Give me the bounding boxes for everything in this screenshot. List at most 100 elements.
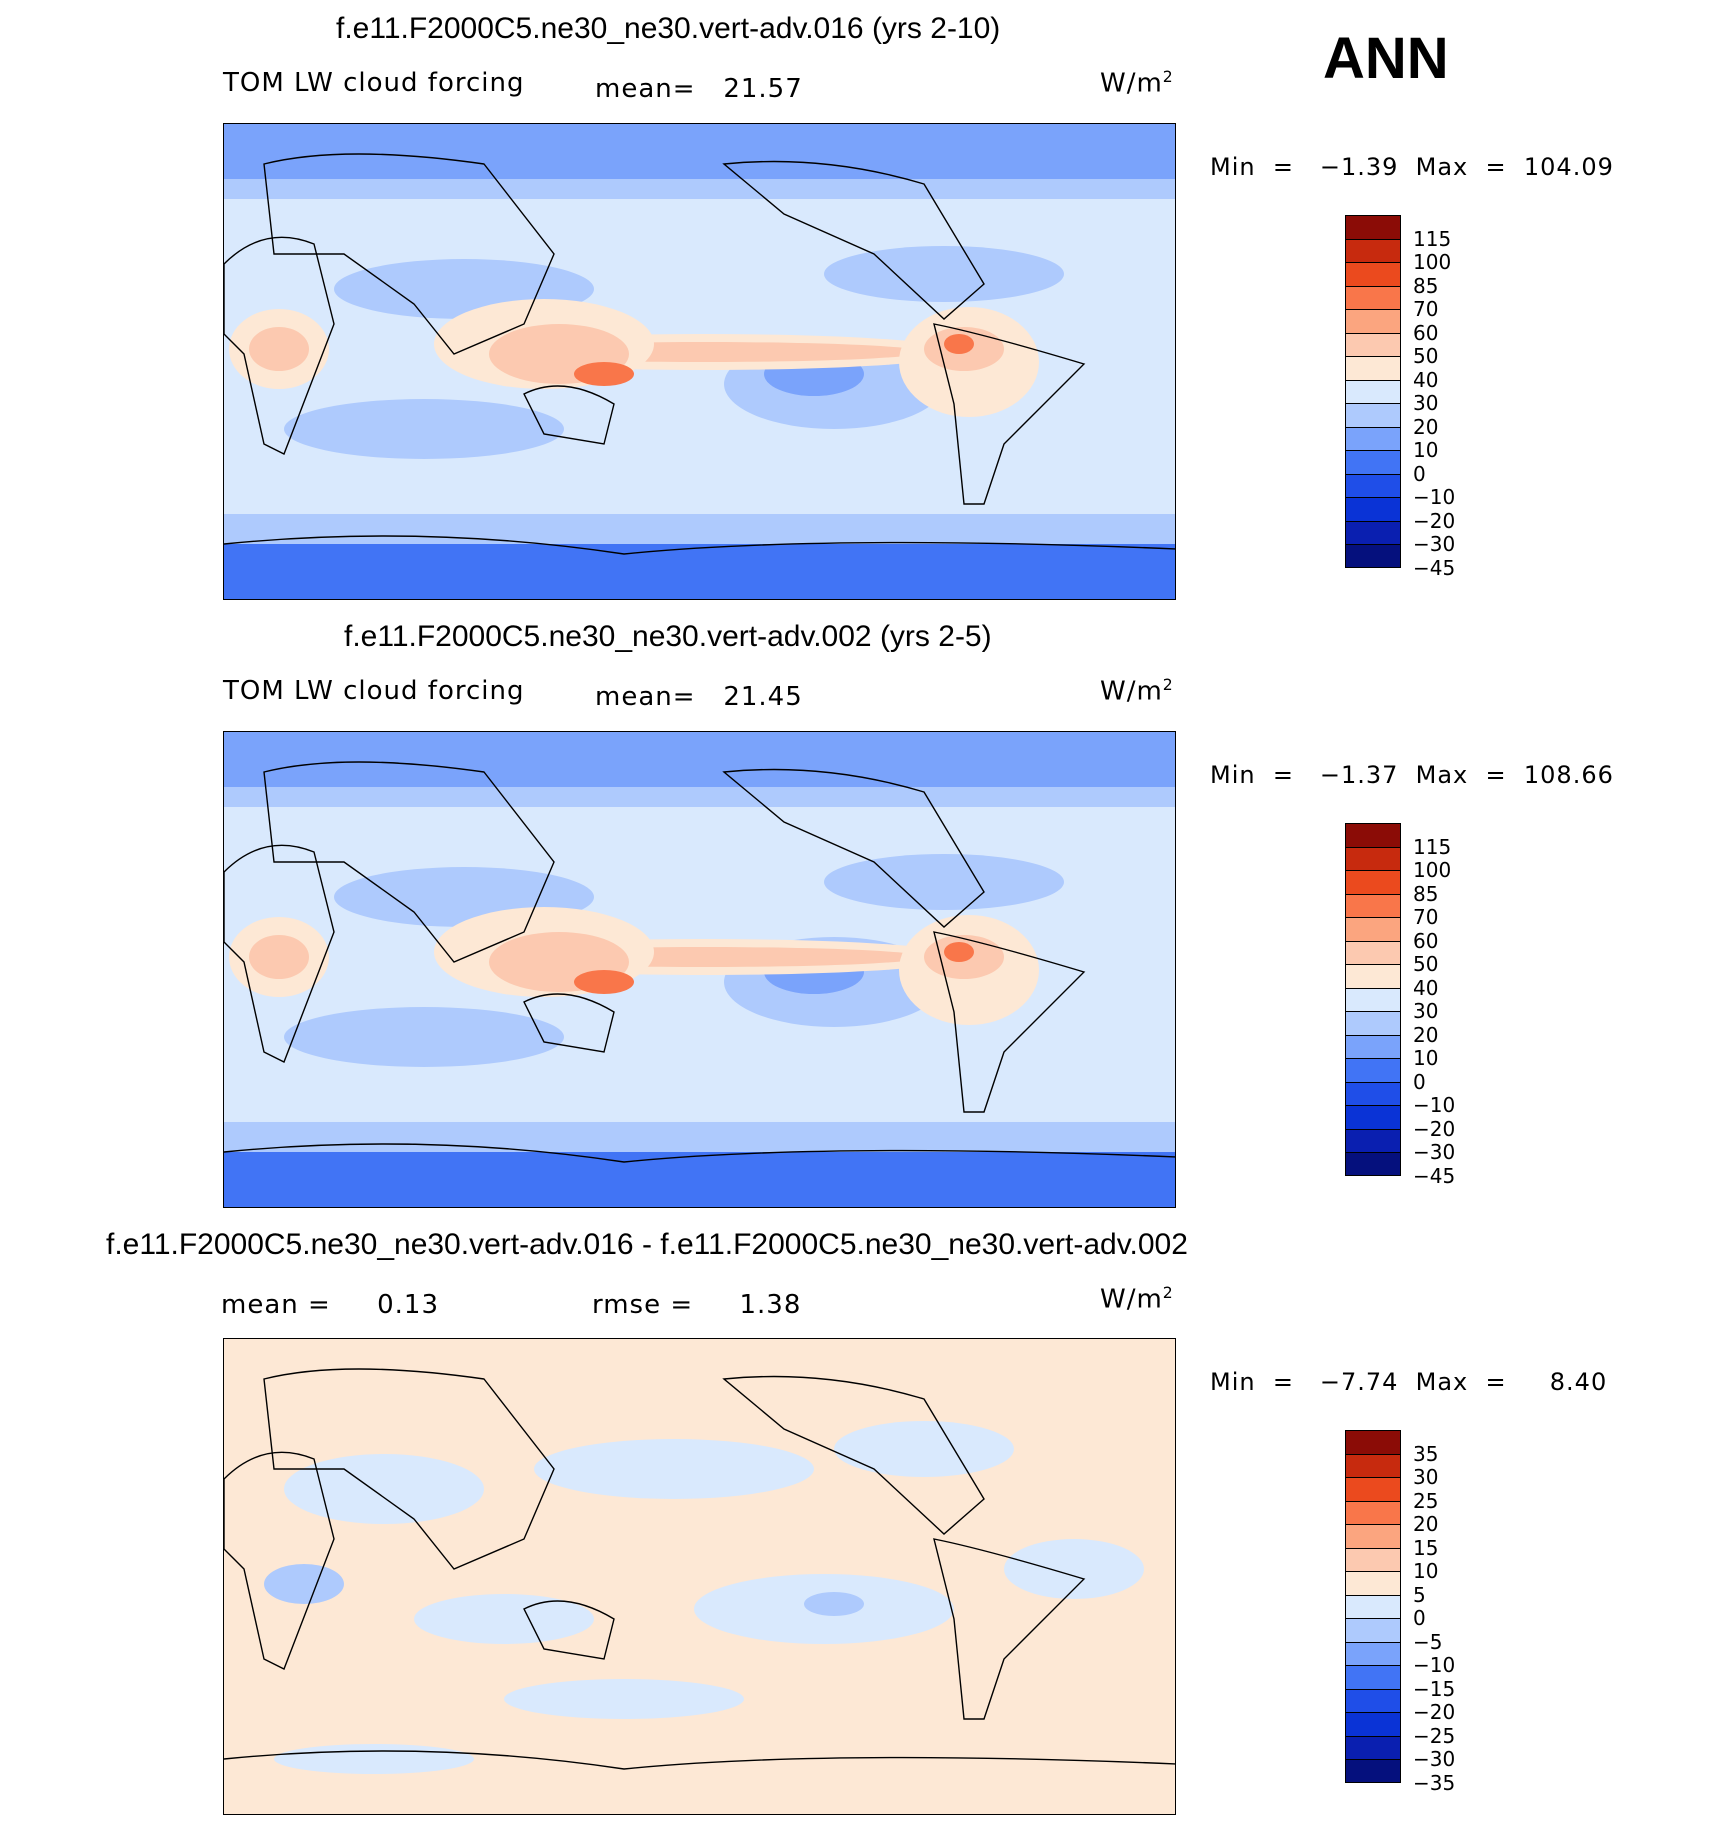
panel2-mean: mean= 21.45	[595, 682, 803, 712]
colorbar-box	[1345, 379, 1401, 403]
colorbar-label: −30	[1413, 1140, 1456, 1164]
panel3-map	[223, 1338, 1176, 1815]
colorbar-box	[1345, 1081, 1401, 1105]
colorbar-box	[1345, 497, 1401, 521]
colorbar-box	[1345, 870, 1401, 894]
panel2-map	[223, 731, 1176, 1208]
colorbar-label: −10	[1413, 485, 1456, 509]
colorbar-box	[1345, 1058, 1401, 1082]
panel3-map-canvas	[224, 1339, 1175, 1814]
colorbar-box	[1345, 309, 1401, 333]
colorbar-box	[1345, 238, 1401, 262]
colorbar-label: 40	[1413, 975, 1439, 1000]
colorbar-box	[1345, 544, 1401, 568]
colorbar-box	[1345, 473, 1401, 497]
colorbar-label: −10	[1413, 1093, 1456, 1117]
colorbar-box	[1345, 285, 1401, 309]
panel3-mean: mean = 0.13	[221, 1290, 439, 1320]
colorbar-box	[1345, 1665, 1401, 1689]
colorbar-label: −15	[1413, 1676, 1456, 1701]
panel1-title: f.e11.F2000C5.ne30_ne30.vert-adv.016 (yr…	[336, 12, 1001, 45]
panel1-variable: TOM LW cloud forcing	[223, 68, 525, 98]
colorbar-label: −45	[1413, 555, 1456, 580]
colorbar-label: 30	[1413, 391, 1439, 415]
colorbar-label: 0	[1413, 1606, 1426, 1630]
panel1-minmax: Min = −1.39 Max = 104.09	[1210, 153, 1614, 181]
colorbar-box	[1345, 964, 1401, 988]
colorbar-box	[1345, 917, 1401, 941]
colorbar-box	[1345, 846, 1401, 870]
panel2-title: f.e11.F2000C5.ne30_ne30.vert-adv.002 (yr…	[344, 620, 992, 653]
panel3-minmax: Min = −7.74 Max = 8.40	[1210, 1368, 1608, 1396]
panel1-mean: mean= 21.57	[595, 74, 803, 104]
colorbar-box	[1345, 1712, 1401, 1736]
colorbar-box	[1345, 1477, 1401, 1501]
colorbar-box	[1345, 1011, 1401, 1035]
season-label: ANN	[1323, 26, 1449, 91]
colorbar-label: 15	[1413, 1535, 1439, 1560]
colorbar-box	[1345, 1594, 1401, 1618]
colorbar-label: 10	[1413, 438, 1439, 462]
colorbar-label: 50	[1413, 344, 1439, 368]
panel1-units: W/m2	[1100, 68, 1174, 99]
colorbar-box	[1345, 1641, 1401, 1665]
colorbar-label: 40	[1413, 367, 1439, 392]
colorbar-label: 115	[1413, 226, 1452, 251]
colorbar-box	[1345, 1547, 1401, 1571]
colorbar-box	[1345, 215, 1401, 239]
colorbar-label: 70	[1413, 297, 1439, 321]
colorbar-box	[1345, 1034, 1401, 1058]
colorbar-label: −20	[1413, 1116, 1456, 1141]
colorbar-label: 115	[1413, 834, 1452, 859]
colorbar-label: −20	[1413, 1700, 1456, 1724]
colorbar-box	[1345, 1759, 1401, 1783]
colorbar-label: −30	[1413, 1747, 1456, 1771]
colorbar-box	[1345, 1453, 1401, 1477]
colorbar-box	[1345, 1105, 1401, 1129]
colorbar-label: 10	[1413, 1046, 1439, 1070]
colorbar-label: 20	[1413, 414, 1439, 439]
colorbar-label: 60	[1413, 928, 1439, 953]
colorbar-box	[1345, 1500, 1401, 1524]
colorbar-label: 85	[1413, 273, 1439, 298]
colorbar-label: 5	[1413, 1582, 1426, 1607]
colorbar-label: −45	[1413, 1163, 1456, 1188]
colorbar-label: 70	[1413, 905, 1439, 929]
colorbar-box	[1345, 403, 1401, 427]
colorbar-box	[1345, 520, 1401, 544]
panel2-minmax: Min = −1.37 Max = 108.66	[1210, 761, 1614, 789]
colorbar-label: 20	[1413, 1022, 1439, 1047]
colorbar-box	[1345, 1524, 1401, 1548]
panel1-map-canvas	[224, 124, 1175, 599]
colorbar-label: 30	[1413, 999, 1439, 1023]
colorbar-box	[1345, 1152, 1401, 1176]
colorbar-label: 60	[1413, 320, 1439, 345]
colorbar-label: −35	[1413, 1770, 1456, 1795]
panel2-map-canvas	[224, 732, 1175, 1207]
colorbar-box	[1345, 987, 1401, 1011]
colorbar-label: −30	[1413, 532, 1456, 556]
colorbar-box	[1345, 262, 1401, 286]
colorbar-label: −20	[1413, 508, 1456, 533]
colorbar-label: −10	[1413, 1653, 1456, 1677]
colorbar-label: 50	[1413, 952, 1439, 976]
colorbar-box	[1345, 426, 1401, 450]
colorbar-box	[1345, 1618, 1401, 1642]
panel2-variable: TOM LW cloud forcing	[223, 676, 525, 706]
colorbar-box	[1345, 332, 1401, 356]
colorbar-label: 100	[1413, 250, 1452, 274]
colorbar-box	[1345, 356, 1401, 380]
panel3-units: W/m2	[1100, 1284, 1174, 1315]
colorbar-box	[1345, 1688, 1401, 1712]
colorbar-label: 10	[1413, 1559, 1439, 1583]
colorbar-box	[1345, 1128, 1401, 1152]
colorbar-box	[1345, 893, 1401, 917]
colorbar-box	[1345, 823, 1401, 847]
colorbar-label: 20	[1413, 1512, 1439, 1536]
colorbar-label: 100	[1413, 858, 1452, 882]
colorbar-box	[1345, 1430, 1401, 1454]
colorbar-label: −25	[1413, 1723, 1456, 1748]
colorbar-box	[1345, 1735, 1401, 1759]
colorbar-label: 0	[1413, 1069, 1426, 1094]
colorbar-label: 0	[1413, 461, 1426, 486]
